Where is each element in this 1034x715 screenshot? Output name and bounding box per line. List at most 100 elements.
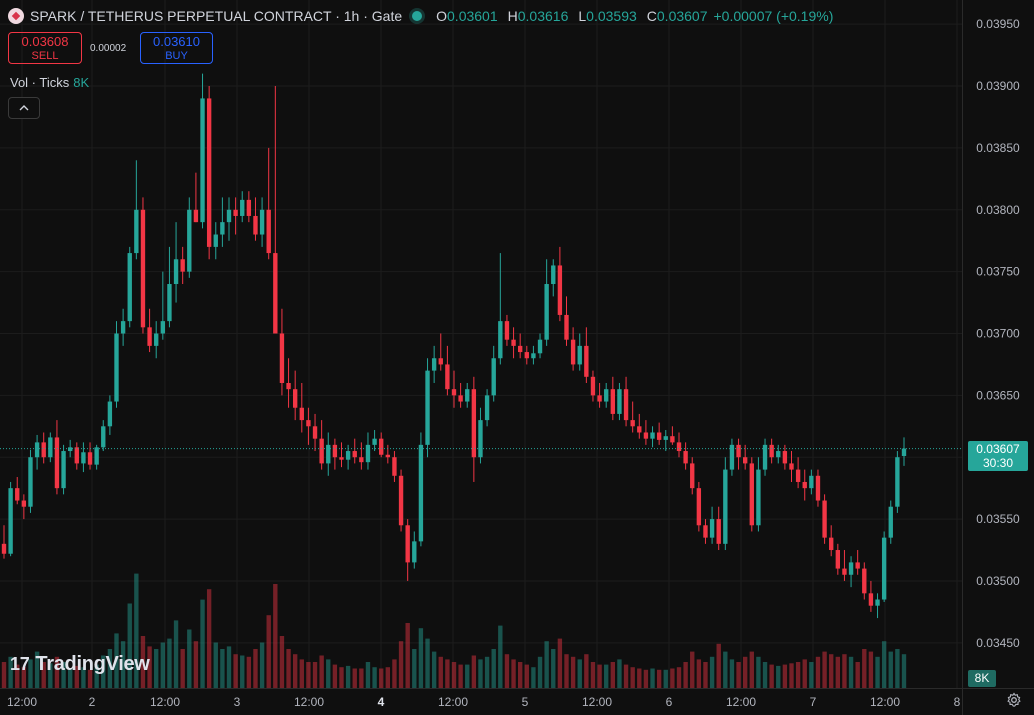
volume-bar <box>15 664 20 688</box>
candle <box>365 432 371 470</box>
candle-body <box>881 537 887 600</box>
candle <box>8 481 13 557</box>
time-tick-label: 5 <box>522 695 529 709</box>
candle-body <box>206 98 212 247</box>
time-axis[interactable]: 12:00 2 12:00 3 12:00 4 12:00 5 12:00 6 12:00 7 12:0… <box>0 688 1034 710</box>
volume-bar <box>465 664 470 688</box>
tradingview-mark-icon: 17 <box>10 654 30 674</box>
candle-body <box>729 444 735 470</box>
candle <box>438 333 443 371</box>
volume-bar <box>8 656 13 688</box>
candle <box>663 430 668 452</box>
candle <box>471 376 477 482</box>
volume-bar <box>901 654 907 688</box>
candle <box>557 246 563 322</box>
volume-bar <box>206 589 212 688</box>
price-tick-label: 0.03450 <box>976 636 1020 650</box>
volume-bar <box>279 636 285 688</box>
candle <box>286 358 291 408</box>
candle-body <box>41 442 46 458</box>
candle-body <box>253 215 258 235</box>
volume-bar <box>425 638 430 688</box>
volume-bar <box>200 599 205 688</box>
gear-icon[interactable] <box>1006 692 1022 708</box>
candle <box>352 438 357 464</box>
volume-bar <box>584 654 589 688</box>
candle <box>564 296 569 346</box>
volume-bar <box>392 659 397 688</box>
candle-body <box>723 469 728 544</box>
volume-label: Vol · Ticks <box>10 75 70 90</box>
price-tick-label: 0.03700 <box>976 327 1020 341</box>
buy-button[interactable]: 0.03610 BUY <box>140 32 213 64</box>
price-axis[interactable]: 0.03950 0.03900 0.03850 0.03800 0.03750 0.037… <box>962 0 1021 715</box>
candle-body <box>312 426 318 439</box>
spread-value: 0.00002 <box>90 43 127 54</box>
candle-body <box>465 389 470 402</box>
volume-bar <box>167 638 172 688</box>
candle-body <box>782 451 788 464</box>
candle <box>742 444 748 470</box>
candle <box>101 420 106 452</box>
volume-bar <box>101 655 106 688</box>
high-label: H <box>507 8 518 24</box>
volume-bar <box>729 659 735 688</box>
ohlc-close: C0.03607 <box>643 8 708 24</box>
volume-bar <box>855 662 860 688</box>
volume-bar <box>458 664 463 688</box>
spark-logo-icon <box>8 8 24 24</box>
ohlc-low: L0.03593 <box>574 8 636 24</box>
sell-button[interactable]: 0.03608 SELL <box>8 32 82 64</box>
volume-bar <box>597 664 602 688</box>
candle <box>901 437 907 466</box>
volume-legend[interactable]: Vol · Ticks 8K <box>10 75 89 90</box>
gear-icon-glyph <box>1007 692 1021 707</box>
candle-body <box>901 448 907 456</box>
volume-bar <box>676 667 682 688</box>
candle <box>842 550 847 581</box>
candle <box>412 531 417 569</box>
candle-body <box>67 447 73 452</box>
candle-body <box>61 451 66 489</box>
buy-label: BUY <box>165 50 188 62</box>
candle-body <box>226 209 232 223</box>
volume-bar <box>590 662 596 688</box>
candle <box>200 73 205 229</box>
candle-body <box>650 432 655 439</box>
candle <box>220 197 225 247</box>
candle-body <box>597 395 602 402</box>
candle-body <box>637 426 642 433</box>
candle-body <box>87 452 93 465</box>
candle <box>41 432 46 464</box>
candle-body <box>120 321 126 334</box>
change-value: +0.00007 (+0.19%) <box>713 8 834 24</box>
volume-bar <box>326 659 331 688</box>
candle-body <box>458 395 463 402</box>
collapse-legend-button[interactable] <box>8 97 40 119</box>
symbol-title[interactable]: SPARK / TETHERUS PERPETUAL CONTRACT · 1h… <box>30 8 403 24</box>
candle <box>690 457 695 495</box>
candle <box>815 469 821 507</box>
volume-bar <box>762 662 768 688</box>
volume-bar <box>273 584 278 688</box>
grid-lines <box>0 0 962 688</box>
candle <box>273 86 278 334</box>
ohlc-high: H0.03616 <box>504 8 569 24</box>
candle <box>511 327 516 359</box>
candle <box>895 451 900 513</box>
candle-body <box>418 444 424 542</box>
low-value: 0.03593 <box>586 8 637 24</box>
volume-bar <box>34 651 40 688</box>
candle-body <box>690 463 695 489</box>
tradingview-logo[interactable]: 17 TradingView <box>10 653 150 676</box>
volume-bar <box>663 669 668 688</box>
volume-bar <box>67 668 73 688</box>
candle-body <box>425 370 430 445</box>
candle <box>418 432 424 547</box>
volume-bars <box>1 573 907 688</box>
candle <box>551 259 556 297</box>
candle <box>451 370 457 408</box>
candle <box>776 444 781 464</box>
